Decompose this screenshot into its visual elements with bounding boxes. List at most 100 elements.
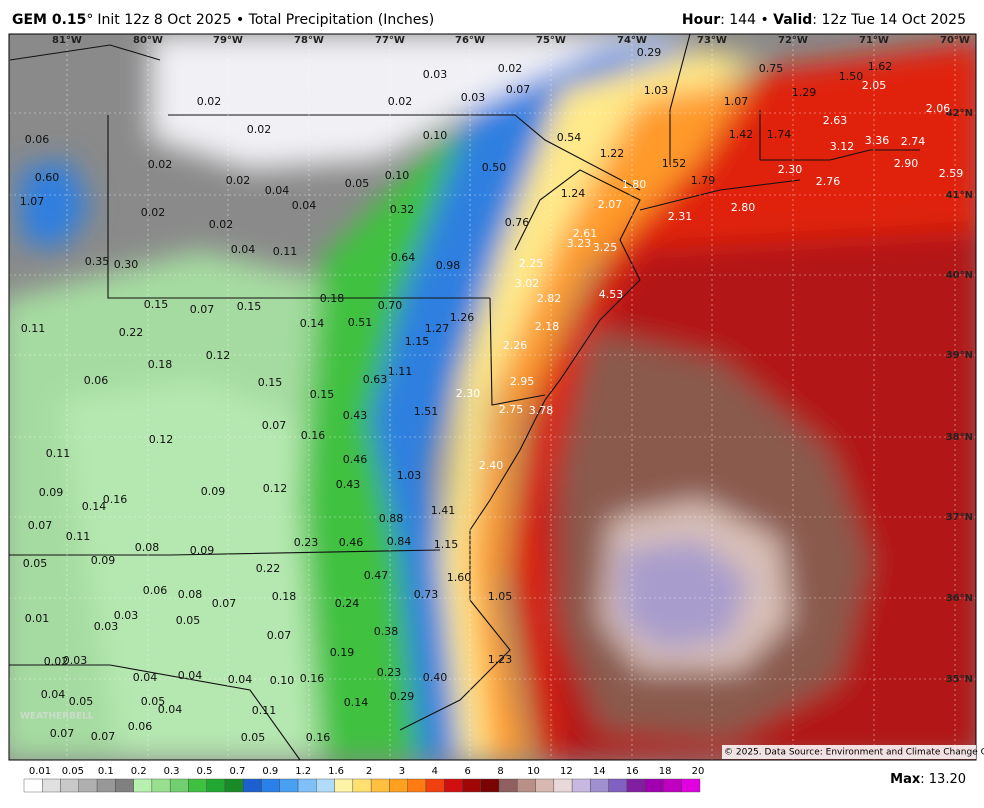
colorbar-label: 2	[366, 766, 372, 777]
precip-value: 0.01	[25, 612, 50, 625]
precip-value: 0.24	[335, 597, 360, 610]
latitude-label: 37°N	[946, 512, 973, 523]
colorbar: 0.01 0.05 0.1 0.2 0.3 0.5 0.7 0.9 1.2 1.6 2 3 4 6 8 10 1…	[23, 766, 705, 793]
colorbar-label: 18	[659, 766, 672, 777]
longitude-label: 80°W	[133, 35, 163, 46]
precip-value: 0.03	[423, 68, 448, 81]
precip-value: 0.18	[272, 590, 297, 603]
copyright-bg	[722, 745, 976, 759]
colorbar-label: 20	[692, 766, 705, 777]
precip-value: 0.22	[119, 326, 144, 339]
longitude-label: 76°W	[455, 35, 485, 46]
colorbar-label: 0.5	[197, 766, 213, 777]
precip-value: 0.14	[344, 696, 369, 709]
latitude-label: 39°N	[946, 350, 973, 361]
precip-value: 0.05	[345, 177, 370, 190]
precip-value: 0.22	[256, 562, 281, 575]
precip-value: 0.73	[414, 588, 439, 601]
precip-value: 0.63	[363, 373, 388, 386]
precip-value: 1.15	[434, 538, 459, 551]
colorbar-label: 1.2	[295, 766, 311, 777]
precip-value: 0.10	[423, 129, 448, 142]
precip-value: 0.46	[343, 453, 368, 466]
precip-value: 0.51	[348, 316, 373, 329]
precip-value: 0.30	[114, 258, 139, 271]
precip-value: 0.08	[135, 541, 160, 554]
precip-value: 0.10	[385, 169, 410, 182]
precip-value: 0.50	[482, 161, 507, 174]
colorbar-label: 4	[432, 766, 438, 777]
precip-value: 0.04	[231, 243, 256, 256]
colorbar-swatch	[571, 778, 591, 793]
colorbar-swatch	[352, 778, 372, 793]
logo: WEATHERBELL	[20, 712, 94, 722]
precip-value: 0.06	[143, 584, 168, 597]
precip-value: 0.19	[330, 646, 355, 659]
precip-value: 0.03	[94, 620, 119, 633]
copyright: © 2025. Data Source: Environment and Cli…	[724, 748, 984, 758]
precip-value: 0.05	[176, 614, 201, 627]
colorbar-label: 0.1	[98, 766, 114, 777]
colorbar-swatch	[517, 778, 536, 793]
colorbar-swatch	[626, 778, 646, 793]
precip-value: 0.12	[263, 482, 288, 495]
latitude-label: 35°N	[946, 674, 973, 685]
precip-value: 1.15	[405, 335, 430, 348]
precip-value: 0.07	[190, 303, 215, 316]
precip-value: 0.75	[759, 62, 784, 75]
colorbar-swatch	[663, 778, 682, 793]
valid-label: Valid	[773, 12, 812, 28]
precip-value: 0.15	[237, 300, 262, 313]
colorbar-swatch	[425, 778, 445, 793]
precip-value: 0.04	[41, 688, 66, 701]
precip-value: 0.05	[241, 731, 266, 744]
colorbar-swatch	[334, 778, 354, 793]
colorbar-label: 14	[593, 766, 606, 777]
colorbar-swatch	[535, 778, 555, 793]
precip-value: 0.09	[201, 485, 226, 498]
precip-value: 0.35	[85, 255, 110, 268]
precip-value: 3.02	[515, 277, 540, 290]
precip-value: 0.07	[262, 419, 287, 432]
precip-value: 0.15	[258, 376, 283, 389]
colorbar-label: 16	[626, 766, 639, 777]
max-value: : 13.20	[920, 772, 966, 787]
precip-value: 0.04	[292, 199, 317, 212]
latitude-label: 36°N	[946, 593, 973, 604]
precip-value: 0.02	[141, 206, 166, 219]
colorbar-swatch	[480, 778, 500, 793]
colorbar-swatch	[389, 778, 408, 793]
precip-value: 0.07	[28, 519, 53, 532]
precip-value: 2.59	[939, 167, 964, 180]
precip-value: 0.40	[423, 671, 448, 684]
precip-value: 2.06	[926, 102, 951, 115]
colorbar-label: 6	[465, 766, 471, 777]
precip-value: 0.07	[506, 83, 531, 96]
precip-value: 0.11	[46, 447, 71, 460]
longitude-label: 71°W	[859, 35, 889, 46]
precip-value: 0.43	[343, 409, 368, 422]
colorbar-label: 0.3	[164, 766, 180, 777]
latitude-label: 38°N	[946, 432, 973, 443]
precip-value: 0.15	[310, 388, 335, 401]
precip-value: 0.98	[436, 259, 461, 272]
precip-value: 0.23	[377, 666, 402, 679]
max-label: Max	[890, 772, 921, 787]
max: Max: 13.20	[890, 772, 966, 787]
precip-value: 0.38	[374, 625, 399, 638]
precip-value: 0.08	[178, 588, 203, 601]
colorbar-swatch	[316, 778, 335, 793]
colorbar-swatch	[206, 778, 226, 793]
precip-value: 0.76	[505, 216, 530, 229]
longitude-label: 72°W	[778, 35, 808, 46]
precip-value: 2.80	[731, 201, 756, 214]
longitude-label: 75°W	[536, 35, 566, 46]
precip-value: 1.03	[397, 469, 422, 482]
precip-value: 2.95	[510, 375, 535, 388]
colorbar-swatch	[444, 778, 463, 793]
precip-value: 0.04	[178, 669, 203, 682]
colorbar-label: 10	[527, 766, 540, 777]
longitude-label: 77°W	[375, 35, 405, 46]
precip-value: 0.60	[35, 171, 60, 184]
